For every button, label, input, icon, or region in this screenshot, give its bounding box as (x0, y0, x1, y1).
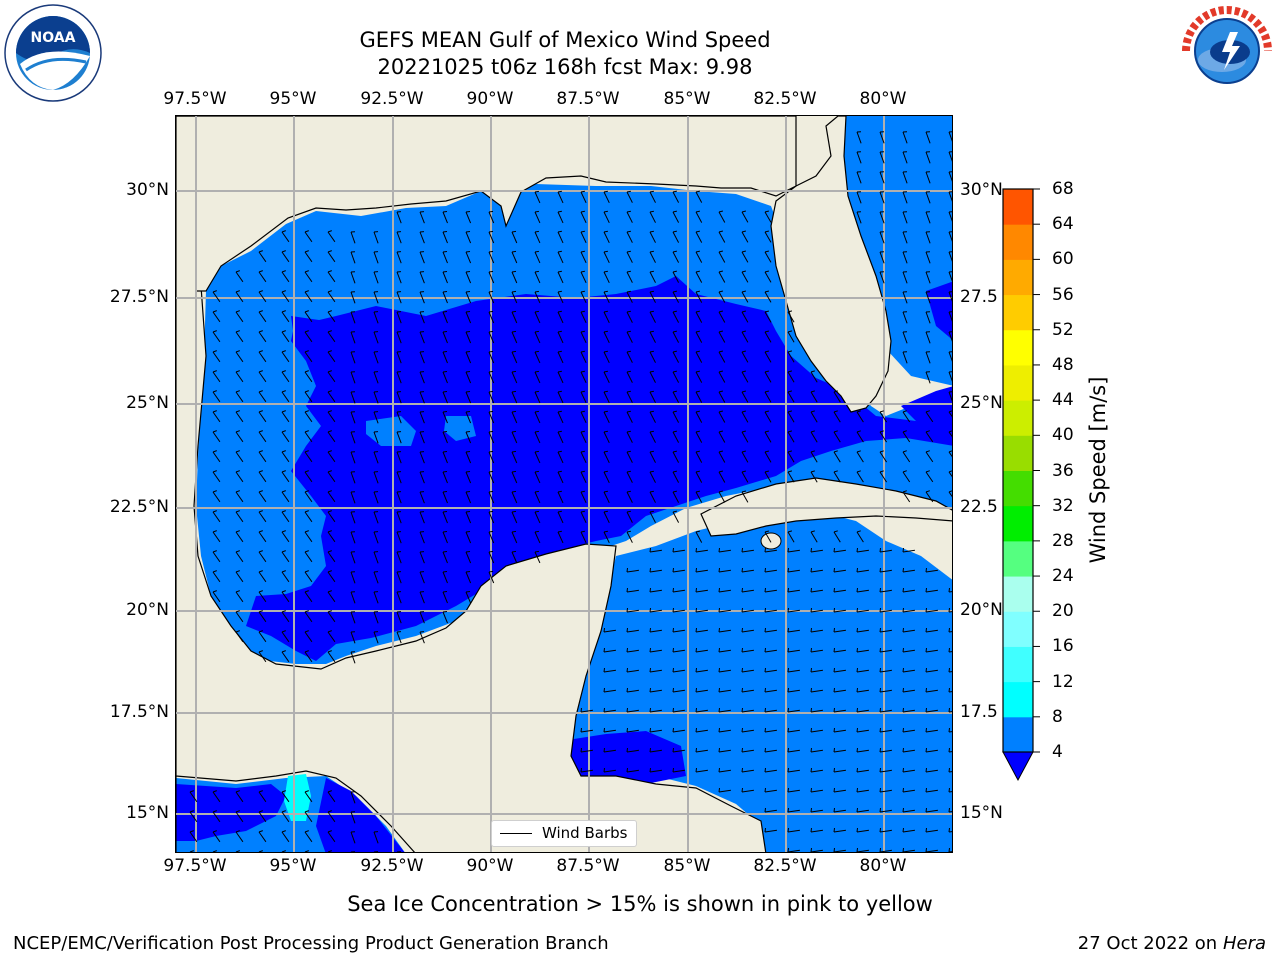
colorbar-cell (1003, 470, 1033, 507)
colorbar-cell (1003, 435, 1033, 471)
colorbar-tick-label: 52 (1052, 319, 1074, 340)
colorbar-tick-label: 60 (1052, 249, 1074, 270)
low-wind-pacific (176, 784, 286, 841)
atlantic-sea-area (836, 116, 952, 386)
lat-label-right: 15°N (960, 803, 1003, 823)
lon-label-bottom: 97.5°W (163, 856, 227, 876)
colorbar-cell (1003, 716, 1033, 753)
footer-credit: NCEP/EMC/Verification Post Processing Pr… (13, 933, 609, 954)
low-wind-northwest (291, 316, 336, 348)
lat-label-right: 20°N (960, 600, 1003, 620)
colorbar-title: Wind Speed [m/s] (1086, 376, 1110, 564)
light-pocket (444, 416, 476, 441)
colorbar-tick-label: 56 (1052, 284, 1074, 305)
colorbar-tick-label: 68 (1052, 179, 1074, 199)
colorbar-cell (1003, 189, 1033, 225)
colorbar-tick-label: 4 (1052, 742, 1063, 762)
lat-label-left: 20°N (126, 600, 169, 620)
colorbar-cell (1003, 681, 1033, 718)
lon-label-top: 80°W (859, 89, 907, 109)
colorbar-tick-label: 28 (1052, 530, 1074, 551)
light-pocket (366, 416, 416, 446)
colorbar-tick-label: 40 (1052, 425, 1074, 446)
colorbar-cell (1003, 646, 1033, 683)
sea-ice-note: Sea Ice Concentration > 15% is shown in … (347, 892, 933, 916)
lat-label-left: 30°N (126, 180, 169, 200)
footer-date: 27 Oct 2022 on Hera (1078, 933, 1266, 954)
lon-label-bottom: 87.5°W (556, 856, 620, 876)
colorbar-tick-label: 8 (1052, 706, 1063, 727)
colorbar-cell (1003, 294, 1033, 331)
colorbar (1002, 188, 1040, 782)
lon-label-top: 97.5°W (163, 89, 227, 109)
colorbar-tick-label: 48 (1052, 354, 1074, 375)
wind-speed-map (176, 116, 952, 852)
colorbar-cell (1003, 400, 1033, 436)
colorbar-tick-label: 64 (1052, 214, 1074, 235)
lat-label-left: 15°N (126, 803, 169, 823)
lon-label-bottom: 95°W (269, 856, 317, 876)
low-wind-east-fl (926, 281, 952, 340)
legend-line-sample (500, 833, 532, 834)
moderate-wind-patch (284, 774, 311, 821)
map-subtitle: 20221025 t06z 168h fcst Max: 9.98 (377, 55, 753, 79)
legend-label: Wind Barbs (542, 824, 628, 842)
lon-label-top: 82.5°W (753, 89, 817, 109)
graticule (176, 116, 952, 852)
us-gulf-coast-land (176, 116, 797, 292)
colorbar-cell (1003, 329, 1033, 366)
lat-label-left: 27.5°N (109, 287, 169, 307)
nws-logo (1180, 4, 1274, 98)
colorbar-cell (1003, 364, 1033, 401)
lat-label-left: 22.5°N (109, 497, 169, 517)
lat-label-left: 17.5°N (109, 702, 169, 722)
map-legend: Wind Barbs (491, 820, 637, 847)
map-title: GEFS MEAN Gulf of Mexico Wind Speed (359, 28, 771, 52)
colorbar-under-arrow (1002, 751, 1034, 782)
lon-label-top: 92.5°W (360, 89, 424, 109)
lat-label-right: 30°N (960, 180, 1003, 200)
colorbar-cell (1003, 540, 1033, 577)
wind-barbs (189, 131, 952, 852)
lon-label-bottom: 92.5°W (360, 856, 424, 876)
lat-label-right: 17.5 (960, 702, 998, 722)
colorbar-cell (1003, 505, 1033, 542)
noaa-logo-text: NOAA (31, 30, 76, 46)
isle-of-youth (760, 532, 782, 550)
lon-label-top: 85°W (663, 89, 711, 109)
low-wind-keys (901, 386, 952, 445)
colorbar-cell (1003, 259, 1033, 296)
noaa-logo: NOAA (4, 4, 102, 102)
map-panel: Wind Barbs (175, 115, 953, 853)
lat-label-right: 22.5 (960, 497, 998, 517)
footer-machine: Hera (1222, 933, 1266, 954)
colorbar-tick-label: 12 (1052, 671, 1074, 692)
footer-date-text: 27 Oct 2022 on (1077, 933, 1223, 954)
colorbar-tick-label: 24 (1052, 566, 1074, 587)
colorbar-tick-label: 32 (1052, 495, 1074, 516)
lat-label-left: 25°N (126, 393, 169, 413)
lon-label-bottom: 82.5°W (753, 856, 817, 876)
lon-label-bottom: 85°W (663, 856, 711, 876)
lon-label-bottom: 90°W (466, 856, 514, 876)
colorbar-tick-label: 44 (1052, 390, 1074, 411)
mexico-land (176, 116, 767, 852)
lon-label-top: 90°W (466, 89, 514, 109)
colorbar-tick-label: 20 (1052, 601, 1074, 622)
lon-label-top: 87.5°W (556, 89, 620, 109)
lon-label-bottom: 80°W (859, 856, 907, 876)
colorbar-cell (1003, 224, 1033, 260)
colorbar-tick-label: 16 (1052, 636, 1074, 657)
lon-label-top: 95°W (269, 89, 317, 109)
lat-label-right: 27.5 (960, 287, 998, 307)
colorbar-cell (1003, 611, 1033, 647)
lat-label-right: 25°N (960, 393, 1003, 413)
colorbar-tick-label: 36 (1052, 460, 1074, 481)
colorbar-cell (1003, 576, 1033, 612)
